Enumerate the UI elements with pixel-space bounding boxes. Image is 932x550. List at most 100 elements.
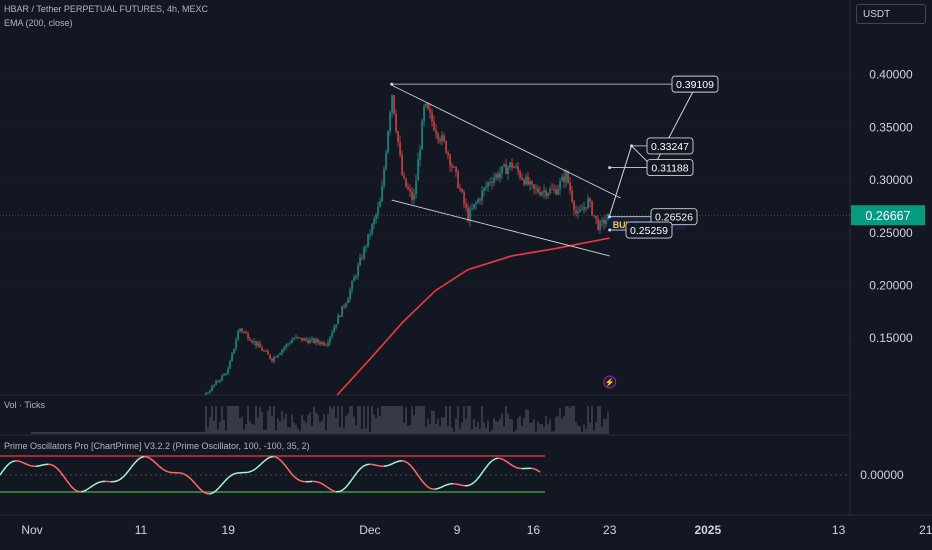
candle bbox=[545, 190, 547, 196]
oscillator-segment bbox=[494, 457, 499, 460]
volume-bar bbox=[547, 424, 549, 434]
volume-bar bbox=[427, 419, 429, 434]
oscillator-segment bbox=[278, 458, 283, 463]
candle bbox=[379, 201, 381, 207]
volume-bar bbox=[309, 412, 311, 434]
volume-bar bbox=[127, 432, 129, 434]
oscillator-segment bbox=[23, 462, 28, 466]
volume-bar bbox=[581, 431, 583, 434]
candle bbox=[471, 208, 473, 210]
candle bbox=[371, 224, 373, 235]
oscillator-segment bbox=[80, 490, 85, 493]
candle bbox=[265, 350, 267, 352]
candle bbox=[345, 303, 347, 307]
volume-bar bbox=[411, 406, 413, 434]
oscillator-segment bbox=[458, 483, 463, 487]
volume-bar bbox=[213, 420, 215, 434]
candle bbox=[277, 354, 279, 358]
oscillator-segment bbox=[62, 474, 67, 481]
volume-bar bbox=[77, 432, 79, 434]
volume-bar bbox=[589, 422, 591, 434]
volume-bar bbox=[41, 432, 43, 434]
y-tick-label: 0.20000 bbox=[869, 278, 913, 292]
candle bbox=[479, 199, 481, 201]
volume-bar bbox=[105, 432, 107, 434]
oscillator-segment bbox=[401, 460, 406, 463]
oscillator-segment bbox=[416, 473, 421, 479]
candle bbox=[251, 340, 253, 343]
oscillator-legend[interactable]: Prime Oscillators Pro [ChartPrime] V3.2.… bbox=[4, 441, 310, 451]
candle bbox=[493, 178, 495, 183]
candle bbox=[307, 340, 309, 344]
symbol-title[interactable]: HBAR / Tether PERPETUAL FUTURES, 4h, MEX… bbox=[4, 4, 209, 14]
oscillator-segment bbox=[482, 466, 487, 473]
volume-bar bbox=[545, 416, 547, 434]
oscillator-segment bbox=[134, 459, 139, 464]
oscillator-segment bbox=[155, 462, 160, 467]
oscillator-segment bbox=[212, 490, 217, 494]
currency-selector[interactable]: USDT bbox=[856, 4, 926, 24]
oscillator-segment bbox=[191, 479, 196, 484]
candle bbox=[337, 315, 339, 325]
volume-bar bbox=[465, 418, 467, 434]
oscillator-segment bbox=[488, 460, 493, 465]
candle bbox=[363, 247, 365, 259]
volume-bar bbox=[237, 406, 239, 434]
candle bbox=[375, 214, 377, 219]
oscillator-segment bbox=[476, 475, 481, 480]
candle bbox=[369, 234, 371, 235]
volume-bar bbox=[499, 418, 501, 434]
volume-bar bbox=[279, 421, 281, 434]
volume-bar bbox=[107, 432, 109, 434]
candle bbox=[443, 135, 445, 141]
ema-legend[interactable]: EMA (200, close) bbox=[4, 18, 73, 28]
candle bbox=[367, 234, 369, 247]
volume-bar bbox=[579, 426, 581, 434]
volume-bar bbox=[403, 422, 405, 434]
candle bbox=[297, 336, 299, 338]
volume-bar bbox=[491, 429, 493, 434]
volume-bar bbox=[63, 432, 65, 434]
candle bbox=[531, 181, 533, 185]
volume-bar bbox=[359, 406, 361, 434]
volume-bar bbox=[423, 406, 425, 434]
oscillator-segment bbox=[353, 472, 358, 477]
y-tick-label: 0.25000 bbox=[869, 226, 913, 240]
volume-bar bbox=[271, 416, 273, 434]
volume-bar bbox=[119, 432, 121, 434]
oscillator-segment bbox=[266, 456, 271, 460]
volume-legend[interactable]: Vol · Ticks bbox=[4, 400, 46, 410]
candle bbox=[293, 338, 295, 340]
candle bbox=[339, 315, 341, 317]
candle bbox=[397, 131, 399, 143]
candle bbox=[571, 190, 573, 202]
volume-bar bbox=[275, 430, 277, 434]
candle bbox=[405, 178, 407, 187]
volume-bar bbox=[65, 432, 67, 434]
volume-bar bbox=[507, 413, 509, 434]
oscillator-segment bbox=[443, 484, 448, 487]
volume-bar bbox=[223, 419, 225, 434]
oscillator-segment bbox=[509, 463, 514, 467]
volume-bar bbox=[167, 432, 169, 434]
candle bbox=[231, 353, 233, 362]
volume-bar bbox=[337, 406, 339, 434]
candle bbox=[207, 392, 209, 394]
oscillator-segment bbox=[446, 483, 451, 486]
candle bbox=[395, 113, 397, 132]
candle bbox=[401, 154, 403, 176]
oscillator-segment bbox=[344, 484, 349, 489]
volume-bar bbox=[95, 432, 97, 434]
candle bbox=[355, 275, 357, 278]
volume-bar bbox=[313, 406, 315, 434]
volume-bar bbox=[115, 432, 117, 434]
volume-bar bbox=[61, 432, 63, 434]
oscillator-segment bbox=[29, 464, 34, 467]
x-tick-label: 21 bbox=[919, 523, 932, 537]
volume-bar bbox=[215, 406, 217, 434]
oscillator-segment bbox=[200, 489, 205, 493]
candle bbox=[557, 189, 559, 195]
volume-pane bbox=[31, 406, 609, 434]
